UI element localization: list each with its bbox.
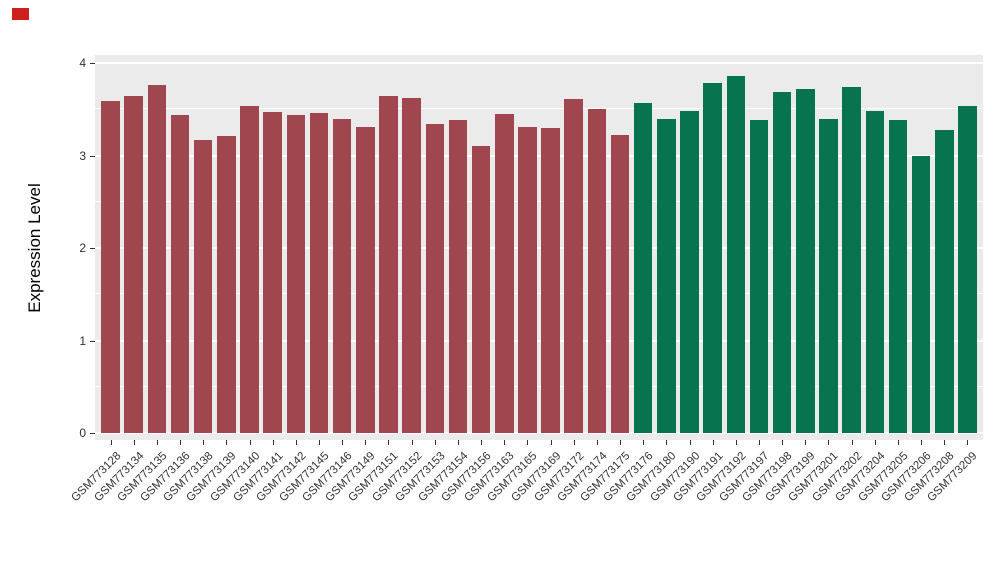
bar xyxy=(379,96,398,433)
gridline-minor xyxy=(95,108,983,110)
x-tick-mark xyxy=(944,440,946,445)
x-tick-mark xyxy=(226,440,228,445)
bar xyxy=(124,96,143,433)
gridline-major xyxy=(95,432,983,434)
bar xyxy=(286,114,306,433)
x-tick-mark xyxy=(527,440,529,445)
y-tick-label: 2 xyxy=(79,241,86,255)
x-tick-mark xyxy=(457,440,459,445)
x-tick-mark xyxy=(249,440,251,445)
x-tick-mark xyxy=(434,440,436,445)
bar xyxy=(309,112,329,433)
x-tick-mark xyxy=(133,440,135,445)
bar xyxy=(865,111,885,433)
bar xyxy=(726,75,746,433)
x-tick-mark xyxy=(666,440,668,445)
gridline-major xyxy=(95,247,983,249)
x-tick-mark xyxy=(156,440,158,445)
x-tick-mark xyxy=(643,440,645,445)
bar xyxy=(263,112,282,433)
x-tick-mark xyxy=(782,440,784,445)
gridline-major xyxy=(95,62,983,64)
bar xyxy=(633,102,653,433)
bar xyxy=(610,135,630,433)
bar xyxy=(911,155,931,433)
x-tick-mark xyxy=(180,440,182,445)
x-tick-mark xyxy=(596,440,598,445)
x-tick-mark xyxy=(712,440,714,445)
top-left-red-marker xyxy=(12,8,29,20)
x-tick-mark xyxy=(203,440,205,445)
bar xyxy=(217,136,236,433)
bar xyxy=(471,146,491,433)
bar xyxy=(448,120,468,433)
y-tick-label: 4 xyxy=(79,56,86,70)
x-tick-mark xyxy=(365,440,367,445)
y-tick-mark xyxy=(90,433,95,434)
x-tick-mark xyxy=(735,440,737,445)
bar xyxy=(564,99,583,433)
x-tick-mark xyxy=(851,440,853,445)
y-tick-mark xyxy=(90,155,95,157)
bar xyxy=(888,120,908,433)
bar xyxy=(680,111,699,433)
x-tick-mark xyxy=(272,440,274,445)
gridline-minor xyxy=(95,385,983,387)
x-tick-mark xyxy=(759,440,760,445)
gridline-minor xyxy=(95,200,983,202)
x-tick-mark xyxy=(874,440,876,445)
bar xyxy=(796,88,815,433)
y-tick-mark xyxy=(90,248,95,249)
x-tick-mark xyxy=(620,440,622,445)
x-tick-mark xyxy=(319,440,320,445)
y-tick-mark xyxy=(90,63,95,64)
bar xyxy=(819,119,838,433)
y-tick-label: 3 xyxy=(79,148,86,163)
bar xyxy=(749,120,769,433)
bar xyxy=(935,129,954,433)
x-tick-mark xyxy=(295,440,297,445)
bar xyxy=(657,119,676,433)
bar xyxy=(147,85,167,433)
bar xyxy=(332,119,352,433)
x-tick-mark xyxy=(921,440,923,445)
bar xyxy=(170,114,190,433)
x-tick-mark xyxy=(805,440,807,445)
y-axis-title: Expression Level xyxy=(25,183,44,313)
bar xyxy=(587,109,607,433)
x-tick-mark xyxy=(967,440,969,445)
bar xyxy=(495,113,514,433)
x-tick-mark xyxy=(411,440,413,445)
bar xyxy=(240,106,259,433)
plot-panel xyxy=(95,55,983,440)
x-tick-mark xyxy=(828,440,830,445)
bar xyxy=(101,100,120,433)
gridline-major xyxy=(95,154,983,157)
bar xyxy=(703,83,722,433)
x-tick-mark xyxy=(504,440,506,445)
x-tick-mark xyxy=(573,440,575,445)
x-tick-mark xyxy=(481,440,483,445)
bar xyxy=(402,98,421,433)
bar xyxy=(958,105,977,433)
bar xyxy=(772,91,792,433)
y-tick-label: 0 xyxy=(79,426,86,440)
bar xyxy=(518,126,537,433)
gridline-major xyxy=(95,339,983,342)
x-tick-mark xyxy=(689,440,691,445)
x-tick-mark xyxy=(897,440,899,445)
bar xyxy=(425,124,445,433)
x-tick-mark xyxy=(388,440,390,445)
bar xyxy=(356,126,375,433)
y-tick-mark xyxy=(90,340,95,342)
gridline-minor xyxy=(95,293,983,295)
x-tick-mark xyxy=(110,440,112,445)
x-tick-mark xyxy=(342,440,344,445)
bar xyxy=(193,139,213,433)
bar xyxy=(842,87,861,433)
bar xyxy=(541,127,560,433)
x-tick-mark xyxy=(550,440,552,445)
y-tick-label: 1 xyxy=(79,333,86,348)
